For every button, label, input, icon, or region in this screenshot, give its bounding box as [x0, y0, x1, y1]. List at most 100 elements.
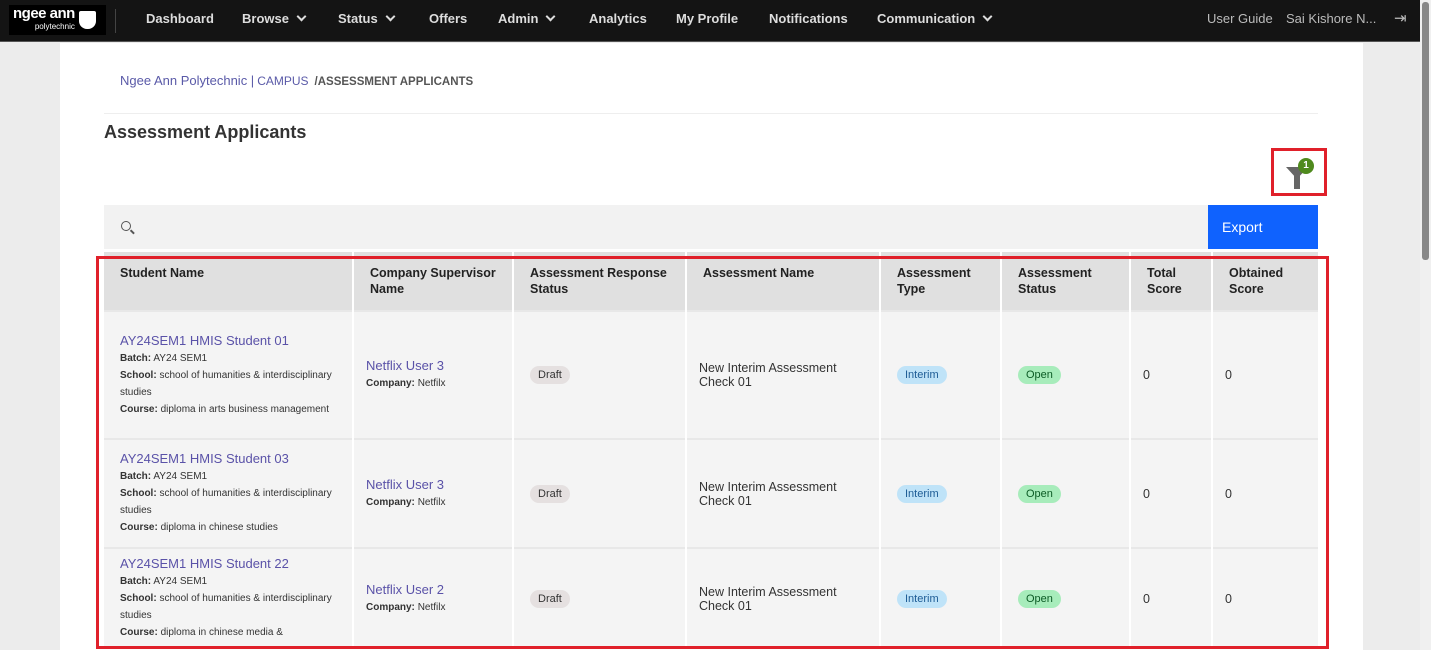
filter-button[interactable]: 1	[1271, 148, 1327, 196]
student-cell: AY24SEM1 HMIS Student 22 Batch: AY24 SEM…	[104, 547, 353, 648]
assessment-name: New Interim Assessment Check 01	[685, 310, 880, 439]
table-row: AY24SEM1 HMIS Student 03 Batch: AY24 SEM…	[104, 438, 1318, 548]
nav-label: Status	[338, 11, 378, 26]
nav-my-profile[interactable]: My Profile	[676, 0, 738, 42]
nav-label: My Profile	[676, 11, 739, 26]
company-value: Netfilx	[417, 378, 446, 389]
column-header[interactable]: Company Supervisor Name	[352, 252, 513, 311]
scrollbar[interactable]	[1420, 0, 1431, 650]
supervisor-link[interactable]: Netflix User 3	[366, 476, 445, 492]
chevron-down-icon	[385, 11, 396, 22]
batch-value: AY24 SEM1	[153, 576, 208, 587]
school-value: school of humanities & interdisciplinary…	[120, 593, 332, 621]
total-score: 0	[1129, 438, 1212, 548]
nav-offers[interactable]: Offers	[429, 0, 467, 42]
nav-label: Admin	[498, 11, 539, 26]
label: Course:	[120, 403, 158, 415]
divider	[104, 113, 1318, 114]
student-name-link[interactable]: AY24SEM1 HMIS Student 03	[120, 451, 289, 466]
total-score: 0	[1129, 547, 1212, 648]
ngee-ann-logo[interactable]: ngee ann polytechnic	[9, 5, 106, 35]
nav-browse[interactable]: Browse	[242, 0, 307, 42]
column-header[interactable]: Assessment Name	[685, 252, 880, 311]
label: Company:	[366, 378, 415, 389]
page-title: Assessment Applicants	[104, 122, 307, 142]
column-header[interactable]: Assessment Status	[1000, 252, 1130, 311]
assessment-status-badge: Open	[1018, 366, 1061, 384]
chevron-down-icon	[296, 11, 307, 22]
chevron-down-icon	[546, 11, 556, 22]
label: Company:	[366, 601, 415, 613]
column-header[interactable]: Assessment Response Status	[512, 252, 686, 311]
user-menu[interactable]: Sai Kishore N...	[1286, 11, 1377, 26]
supervisor-link[interactable]: Netflix User 3	[366, 358, 445, 373]
assessment-status-badge: Open	[1018, 589, 1061, 608]
assessment-status-badge: Open	[1018, 484, 1061, 503]
assessment-type-badge: Interim	[897, 589, 947, 608]
export-button[interactable]: Export	[1208, 205, 1318, 249]
status-cell: Open	[1000, 310, 1130, 439]
school-value: school of humanities & interdisciplinary…	[120, 488, 332, 516]
assessment-name: New Interim Assessment Check 01	[685, 438, 880, 548]
logout-icon[interactable]: ⇥	[1394, 10, 1407, 27]
filter-icon-stem	[1294, 175, 1300, 189]
applicants-table: Student Name Company Supervisor Name Asses…	[104, 252, 1318, 648]
column-header[interactable]: Student Name	[104, 252, 353, 311]
column-header[interactable]: Total Score	[1129, 252, 1212, 311]
course-value: diploma in chinese studies	[160, 522, 278, 533]
nav-communication[interactable]: Communication	[877, 0, 993, 42]
top-navbar: ngee ann polytechnic Dashboard Browse Statu…	[0, 0, 1420, 42]
filter-count-badge: 1	[1298, 158, 1314, 174]
batch-value: AY24 SEM1	[153, 352, 208, 364]
student-name-link[interactable]: AY24SEM1 HMIS Student 22	[120, 556, 289, 571]
scrollbar-thumb[interactable]	[1422, 2, 1429, 260]
supervisor-cell: Netflix User 3 Company: Netfilx	[352, 310, 513, 439]
search-icon	[121, 221, 131, 231]
label: Batch:	[120, 352, 152, 364]
supervisor-link[interactable]: Netflix User 2	[366, 581, 445, 597]
assessment-type-badge: Interim	[897, 366, 947, 384]
nav-label: Browse	[242, 11, 289, 26]
nav-admin[interactable]: Admin	[498, 0, 556, 42]
nav-analytics[interactable]: Analytics	[589, 0, 647, 42]
student-cell: AY24SEM1 HMIS Student 03 Batch: AY24 SEM…	[104, 438, 353, 548]
status-cell: Open	[1000, 438, 1130, 548]
course-value: diploma in arts business management	[160, 403, 330, 415]
company-value: Netfilx	[417, 496, 446, 508]
column-header[interactable]: Obtained Score	[1211, 252, 1318, 311]
obtained-score: 0	[1211, 438, 1318, 548]
breadcrumb-campus[interactable]: CAMPUS	[257, 74, 309, 88]
label: Company:	[366, 496, 415, 508]
column-header[interactable]: Assessment Type	[879, 252, 1001, 311]
label: School:	[120, 593, 157, 604]
nav-label: Dashboard	[146, 11, 214, 26]
response-status-cell: Draft	[512, 438, 686, 548]
response-status-badge: Draft	[530, 589, 570, 608]
label: Course:	[120, 627, 158, 638]
nav-label: Analytics	[589, 11, 647, 26]
assessment-type-badge: Interim	[897, 484, 947, 503]
student-cell: AY24SEM1 HMIS Student 01 Batch: AY24 SEM…	[104, 310, 353, 439]
nav-notifications[interactable]: Notifications	[769, 0, 848, 42]
student-name-link[interactable]: AY24SEM1 HMIS Student 01	[120, 332, 289, 348]
type-cell: Interim	[879, 547, 1001, 648]
obtained-score: 0	[1211, 310, 1318, 439]
table-row: AY24SEM1 HMIS Student 22 Batch: AY24 SEM…	[104, 547, 1318, 648]
label: School:	[120, 369, 157, 381]
company-value: Netfilx	[417, 601, 446, 613]
batch-value: AY24 SEM1	[153, 471, 208, 482]
response-status-cell: Draft	[512, 310, 686, 439]
search-input[interactable]	[144, 205, 1194, 249]
user-guide-link[interactable]: User Guide	[1207, 11, 1273, 26]
shield-icon	[78, 11, 96, 29]
search-bar	[104, 205, 1208, 249]
status-cell: Open	[1000, 547, 1130, 648]
nav-label: Notifications	[769, 11, 848, 26]
response-status-badge: Draft	[530, 366, 570, 384]
label: Course:	[120, 522, 158, 533]
type-cell: Interim	[879, 438, 1001, 548]
nav-dashboard[interactable]: Dashboard	[146, 0, 214, 42]
nav-status[interactable]: Status	[338, 0, 396, 42]
supervisor-cell: Netflix User 2 Company: Netfilx	[352, 547, 513, 648]
breadcrumb-org[interactable]: Ngee Ann Polytechnic |	[120, 73, 255, 88]
